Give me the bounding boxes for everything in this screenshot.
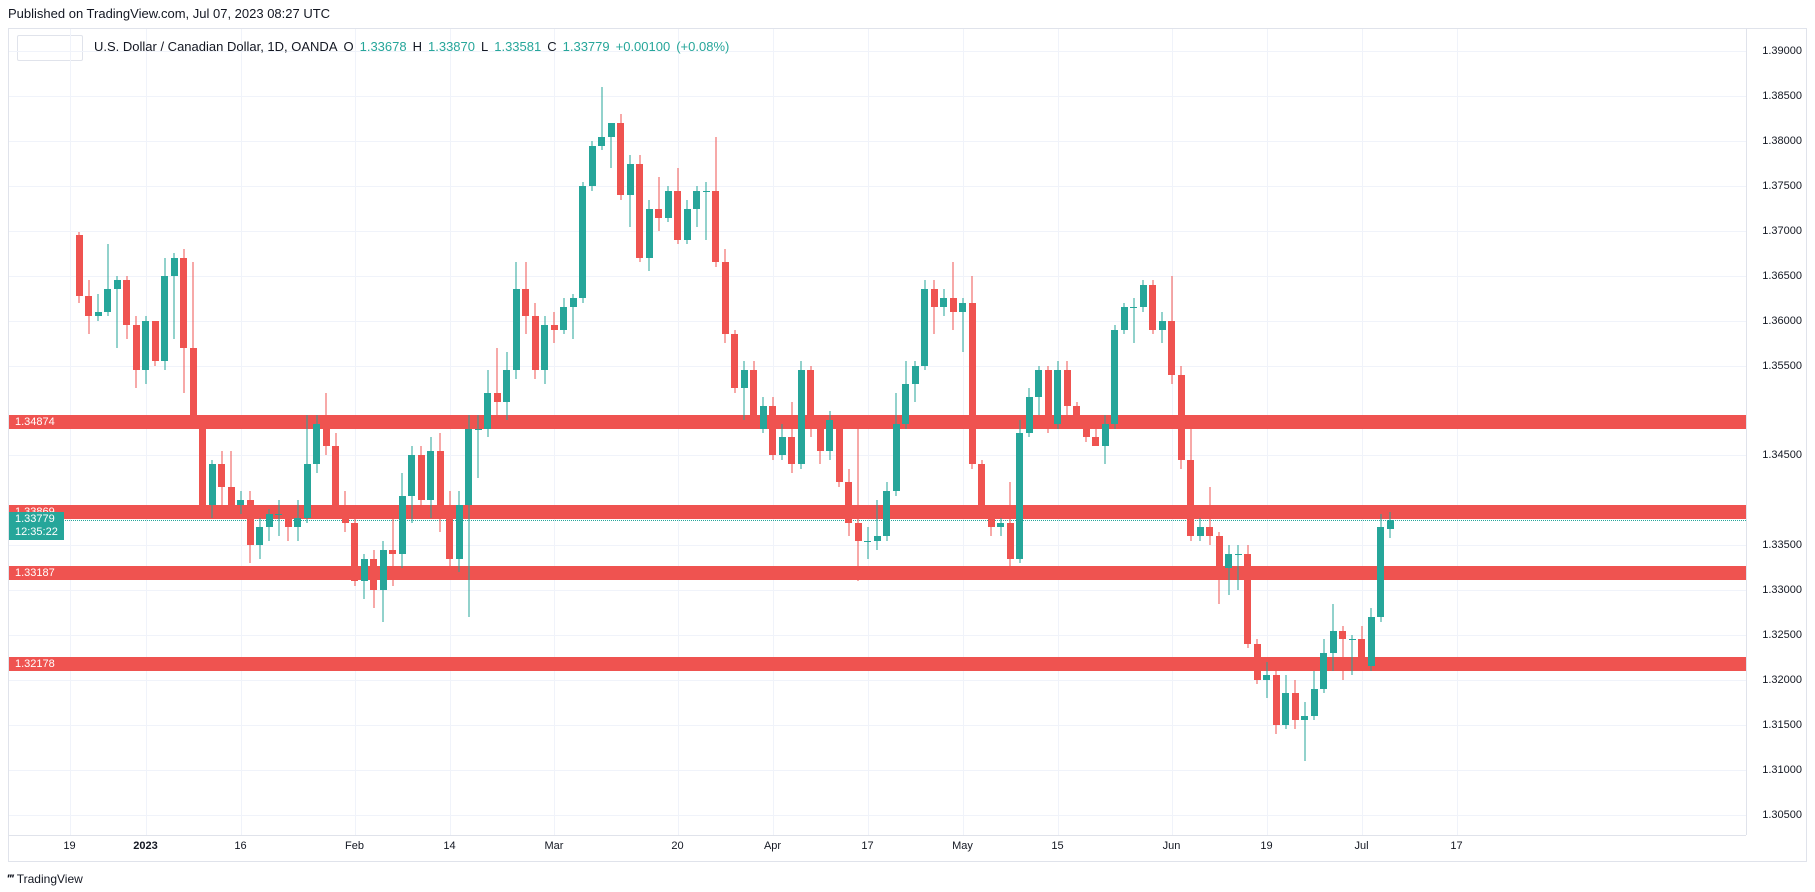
time-tick-label: Jul [1354,840,1368,852]
gridline-h [9,590,1746,591]
ohlc-c-label: C [547,39,556,54]
hline-price-tag: 1.33187 [9,566,1746,580]
gridline-h [9,770,1746,771]
plot-area[interactable]: 1.348741.338691.331871.321781.3377912:35… [9,29,1746,835]
price-tick-label: 1.34500 [1762,449,1802,461]
price-tick-label: 1.32500 [1762,629,1802,641]
time-tick-label: 20 [671,840,683,852]
price-tick-label: 1.33500 [1762,539,1802,551]
gridline-h [9,96,1746,97]
gridline-h [9,186,1746,187]
gridline-h [9,231,1746,232]
time-tick-label: 17 [1450,840,1462,852]
price-axis[interactable]: 1.30500 1.31000 1.31500 1.32000 1.32500 1.330… [1746,29,1806,835]
time-tick-label: Jun [1163,840,1181,852]
gridline-v [963,29,964,835]
symbol-name: U.S. Dollar / Canadian Dollar, 1D, OANDA [94,39,337,54]
price-tick-label: 1.31000 [1762,764,1802,776]
gridline-h [9,545,1746,546]
gridline-h [9,635,1746,636]
time-tick-label: May [952,840,973,852]
gridline-v [1457,29,1458,835]
gridline-h [9,680,1746,681]
price-tick-label: 1.37000 [1762,225,1802,237]
price-tick-label: 1.33000 [1762,584,1802,596]
gridline-h [9,321,1746,322]
price-tick-label: 1.35500 [1762,360,1802,372]
price-tick-label: 1.38500 [1762,90,1802,102]
symbol-info: U.S. Dollar / Canadian Dollar, 1D, OANDA… [94,39,729,54]
gridline-v [554,29,555,835]
price-tick-label: 1.30500 [1762,809,1802,821]
gridline-v [1362,29,1363,835]
gridline-v [241,29,242,835]
time-tick-label: 14 [443,840,455,852]
gridline-h [9,366,1746,367]
gridline-h [9,141,1746,142]
ohlc-l-label: L [481,39,488,54]
gridline-v [868,29,869,835]
time-tick-label: Feb [345,840,364,852]
change-pct: (+0.08%) [676,39,729,54]
price-tick-label: 1.32000 [1762,674,1802,686]
price-tick-label: 1.31500 [1762,719,1802,731]
time-tick-label: 19 [63,840,75,852]
gridline-h [9,455,1746,456]
chart-container[interactable]: U.S. Dollar / Canadian Dollar, 1D, OANDA… [8,28,1807,862]
time-tick-label: 2023 [133,840,157,852]
time-tick-label: 15 [1051,840,1063,852]
time-tick-label: Mar [545,840,564,852]
published-header: Published on TradingView.com, Jul 07, 20… [8,6,330,21]
ohlc-c: 1.33779 [563,39,610,54]
gridline-v [450,29,451,835]
gridline-v [355,29,356,835]
gridline-h [9,725,1746,726]
gridline-v [678,29,679,835]
gridline-v [1172,29,1173,835]
gridline-v [1058,29,1059,835]
price-tick-label: 1.36000 [1762,315,1802,327]
price-tick-label: 1.39000 [1762,45,1802,57]
gridline-h [9,276,1746,277]
gridline-v [146,29,147,835]
ohlc-o-label: O [343,39,353,54]
ohlc-o: 1.33678 [360,39,407,54]
ohlc-h-label: H [413,39,422,54]
price-tick-label: 1.37500 [1762,180,1802,192]
ohlc-h: 1.33870 [428,39,475,54]
current-price-tag: 1.3377912:35:22 [9,512,64,540]
time-tick-label: 17 [861,840,873,852]
change: +0.00100 [616,39,671,54]
price-tick-label: 1.38000 [1762,135,1802,147]
watermark-text: TradingView [17,872,83,886]
time-axis[interactable]: 19 2023 16 Feb 14 Mar 20 Apr 17 May 15 Jun 19 Jul 17 [9,835,1746,861]
time-tick-label: 16 [234,840,246,852]
price-tick-label: 1.36500 [1762,270,1802,282]
ohlc-l: 1.33581 [494,39,541,54]
time-tick-label: Apr [764,840,781,852]
gridline-v [1267,29,1268,835]
gridline-v [70,29,71,835]
gridline-h [9,815,1746,816]
tradingview-logo: ‴ TradingView [8,872,83,886]
logo-icon: ‴ [8,872,13,886]
hline-price-tag: 1.34874 [9,415,1746,429]
time-tick-label: 19 [1260,840,1272,852]
hline-price-tag: 1.32178 [9,657,1746,671]
